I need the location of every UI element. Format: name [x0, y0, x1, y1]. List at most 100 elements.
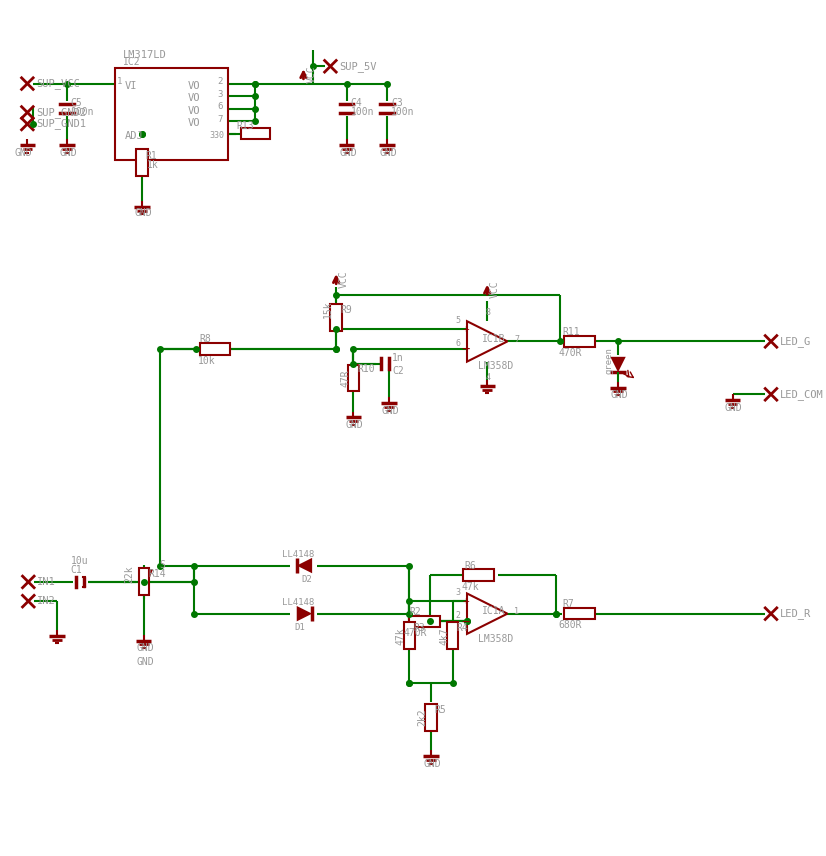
Text: GND: GND — [610, 390, 628, 401]
Text: SUP_GND2: SUP_GND2 — [36, 107, 86, 118]
Bar — [139, 568, 149, 596]
Text: IC1B: IC1B — [482, 334, 506, 343]
Text: GND: GND — [382, 406, 399, 416]
Bar — [564, 608, 595, 620]
Text: 2: 2 — [456, 611, 461, 620]
Text: R14: R14 — [149, 569, 166, 580]
Text: GND: GND — [379, 148, 397, 158]
Text: R13: R13 — [236, 121, 254, 131]
Text: C2: C2 — [392, 366, 404, 377]
Text: VO: VO — [188, 118, 201, 128]
Text: LM358D: LM358D — [477, 361, 513, 372]
Polygon shape — [83, 577, 85, 586]
Bar — [425, 704, 437, 731]
Bar — [330, 304, 342, 330]
Text: R5: R5 — [434, 704, 447, 715]
Text: C3: C3 — [391, 98, 403, 108]
Text: R7: R7 — [563, 599, 574, 609]
Text: LED_R: LED_R — [780, 609, 811, 619]
Text: R1: R1 — [145, 151, 158, 161]
Text: 7: 7 — [217, 115, 222, 124]
Text: D1: D1 — [295, 622, 306, 632]
Text: 3: 3 — [456, 588, 461, 597]
Text: 100n: 100n — [350, 108, 374, 117]
Text: R11: R11 — [563, 327, 580, 336]
Text: 1k: 1k — [147, 160, 159, 170]
Polygon shape — [297, 558, 312, 574]
Text: GND: GND — [136, 644, 154, 653]
Text: −: − — [462, 615, 470, 628]
Text: IC2: IC2 — [122, 57, 140, 68]
Polygon shape — [467, 593, 507, 634]
Bar — [463, 569, 494, 581]
Text: R6: R6 — [464, 561, 476, 571]
Text: 1: 1 — [116, 77, 122, 86]
Text: GND: GND — [339, 148, 357, 158]
Text: 1n: 1n — [392, 353, 404, 363]
Text: 10k: 10k — [197, 355, 216, 366]
Text: GND: GND — [346, 420, 363, 430]
Text: VCC: VCC — [490, 281, 500, 298]
Text: R3: R3 — [413, 623, 425, 633]
Text: 47k: 47k — [461, 582, 479, 591]
Polygon shape — [297, 606, 312, 621]
Text: −: − — [462, 342, 470, 356]
Text: IN2: IN2 — [37, 596, 55, 606]
Text: +: + — [463, 596, 469, 606]
Text: +: + — [463, 324, 469, 334]
Text: 7: 7 — [514, 335, 520, 344]
Text: C1: C1 — [71, 565, 83, 575]
Text: 680R: 680R — [558, 621, 582, 630]
Text: ADJ: ADJ — [125, 131, 143, 140]
Text: LL4148: LL4148 — [282, 597, 315, 607]
Bar — [447, 622, 458, 649]
Text: 3: 3 — [217, 90, 222, 98]
Text: GND: GND — [15, 148, 32, 158]
Bar — [410, 615, 440, 627]
Text: 2: 2 — [217, 77, 222, 86]
Text: SUP_GND1: SUP_GND1 — [36, 118, 86, 129]
Text: SUP_VCC: SUP_VCC — [36, 78, 80, 89]
Text: 100n: 100n — [71, 108, 94, 117]
Text: R9: R9 — [340, 305, 352, 315]
Text: LM317LD: LM317LD — [122, 50, 166, 60]
Text: 470R: 470R — [558, 348, 582, 358]
Bar — [136, 149, 148, 176]
Text: 10u: 10u — [71, 556, 88, 566]
Text: SUP_5V: SUP_5V — [339, 61, 377, 72]
Text: 8: 8 — [486, 308, 491, 317]
Text: 4k7: 4k7 — [439, 627, 449, 645]
Text: VI: VI — [125, 80, 137, 91]
Text: 100n: 100n — [391, 108, 415, 117]
Text: VCC: VCC — [306, 65, 316, 83]
Bar — [115, 68, 229, 159]
Bar — [241, 128, 270, 140]
Text: 22k: 22k — [125, 566, 135, 583]
Text: 2k2: 2k2 — [417, 709, 428, 727]
Text: GND: GND — [136, 657, 154, 667]
Text: R2: R2 — [410, 607, 421, 616]
Text: 1: 1 — [514, 607, 520, 616]
Text: green: green — [605, 348, 614, 374]
Bar — [564, 336, 595, 348]
Text: R8: R8 — [200, 335, 211, 344]
Text: 15k: 15k — [323, 300, 333, 318]
Text: R4: R4 — [457, 623, 468, 633]
Text: LL4148: LL4148 — [282, 550, 315, 558]
Text: LED_G: LED_G — [780, 336, 811, 347]
Text: D2: D2 — [301, 574, 312, 584]
Text: IC1A: IC1A — [482, 606, 506, 615]
Text: LM358D: LM358D — [477, 633, 513, 644]
Bar — [200, 343, 230, 355]
Bar — [348, 365, 359, 391]
Text: R10: R10 — [358, 365, 375, 374]
Text: C4: C4 — [350, 98, 363, 108]
Polygon shape — [610, 357, 626, 372]
Text: VO: VO — [188, 93, 201, 103]
Text: GND: GND — [59, 148, 77, 158]
Text: 330: 330 — [209, 131, 224, 140]
Bar — [404, 622, 415, 649]
Text: 6: 6 — [217, 102, 222, 111]
Text: GND: GND — [134, 209, 152, 218]
Text: GND: GND — [423, 758, 441, 769]
